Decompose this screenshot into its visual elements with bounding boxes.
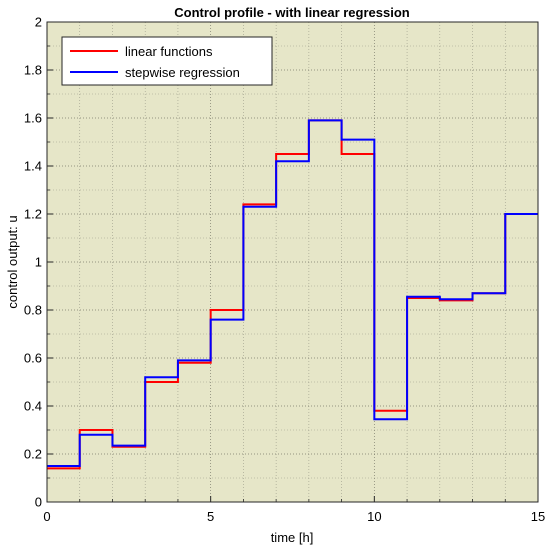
major-grid xyxy=(47,22,538,502)
y-tick-label: 0.6 xyxy=(24,351,42,366)
series-line-stepwise-regression xyxy=(47,119,538,467)
series-line-linear-functions xyxy=(47,119,538,470)
x-axis-label: time [h] xyxy=(271,530,314,545)
y-tick-label: 0.2 xyxy=(24,447,42,462)
y-tick-label: 0.8 xyxy=(24,303,42,318)
y-tick-label: 1.2 xyxy=(24,207,42,222)
y-tick-label: 1.4 xyxy=(24,159,42,174)
tick-marks xyxy=(46,21,539,503)
series-layer xyxy=(47,119,538,470)
y-tick-labels: 0 0.2 0.4 0.6 0.8 1 1.2 1.4 1.6 1.8 2 xyxy=(24,15,42,510)
x-tick-label: 10 xyxy=(367,509,381,524)
minor-grid xyxy=(47,22,538,502)
y-axis-label: control output: u xyxy=(5,215,20,308)
y-tick-label: 2 xyxy=(35,15,42,30)
x-tick-label: 5 xyxy=(207,509,214,524)
x-tick-labels: 0 5 10 15 xyxy=(43,509,545,524)
y-tick-label: 0 xyxy=(35,495,42,510)
x-tick-label: 15 xyxy=(531,509,545,524)
legend-label-linear-functions: linear functions xyxy=(125,44,213,59)
y-tick-label: 1 xyxy=(35,255,42,270)
x-tick-label: 0 xyxy=(43,509,50,524)
y-tick-label: 1.8 xyxy=(24,63,42,78)
y-tick-label: 0.4 xyxy=(24,399,42,414)
y-tick-label: 1.6 xyxy=(24,111,42,126)
legend: linear functions stepwise regression xyxy=(61,36,273,86)
legend-label-stepwise-regression: stepwise regression xyxy=(125,65,240,80)
chart-title: Control profile - with linear regression xyxy=(174,5,410,20)
legend-box xyxy=(61,36,273,86)
